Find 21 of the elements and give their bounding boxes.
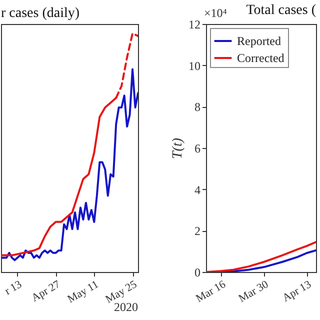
- chart-title: Total cases (: [246, 3, 316, 18]
- x-tick-label: May 11: [66, 278, 101, 306]
- y-tick-label: 10: [188, 58, 200, 73]
- text: ×10⁴: [204, 6, 227, 20]
- x-tick-label: Apr 13: [280, 278, 314, 304]
- y-tick-label: 4: [194, 182, 200, 197]
- x-tick-label: r 13: [2, 278, 24, 298]
- x-tick-label: Mar 16: [194, 278, 228, 305]
- y-tick-label: 0: [194, 266, 200, 280]
- y-tick-label: 2: [194, 224, 200, 238]
- y-tick-label: 12: [188, 18, 200, 32]
- x-tick-label: Apr 27: [30, 278, 63, 304]
- y-tick-label: 8: [194, 100, 200, 114]
- text: 2020: [114, 300, 138, 314]
- legend-label: Corrected: [237, 51, 284, 65]
- y-tick-label: 6: [194, 142, 200, 156]
- legend-label: Reported: [237, 34, 281, 48]
- x-tick-label: Mar 30: [236, 278, 271, 305]
- y-axis-title: T(t): [170, 138, 186, 159]
- line-series: [206, 241, 316, 272]
- chart-title: r cases (daily): [1, 6, 80, 21]
